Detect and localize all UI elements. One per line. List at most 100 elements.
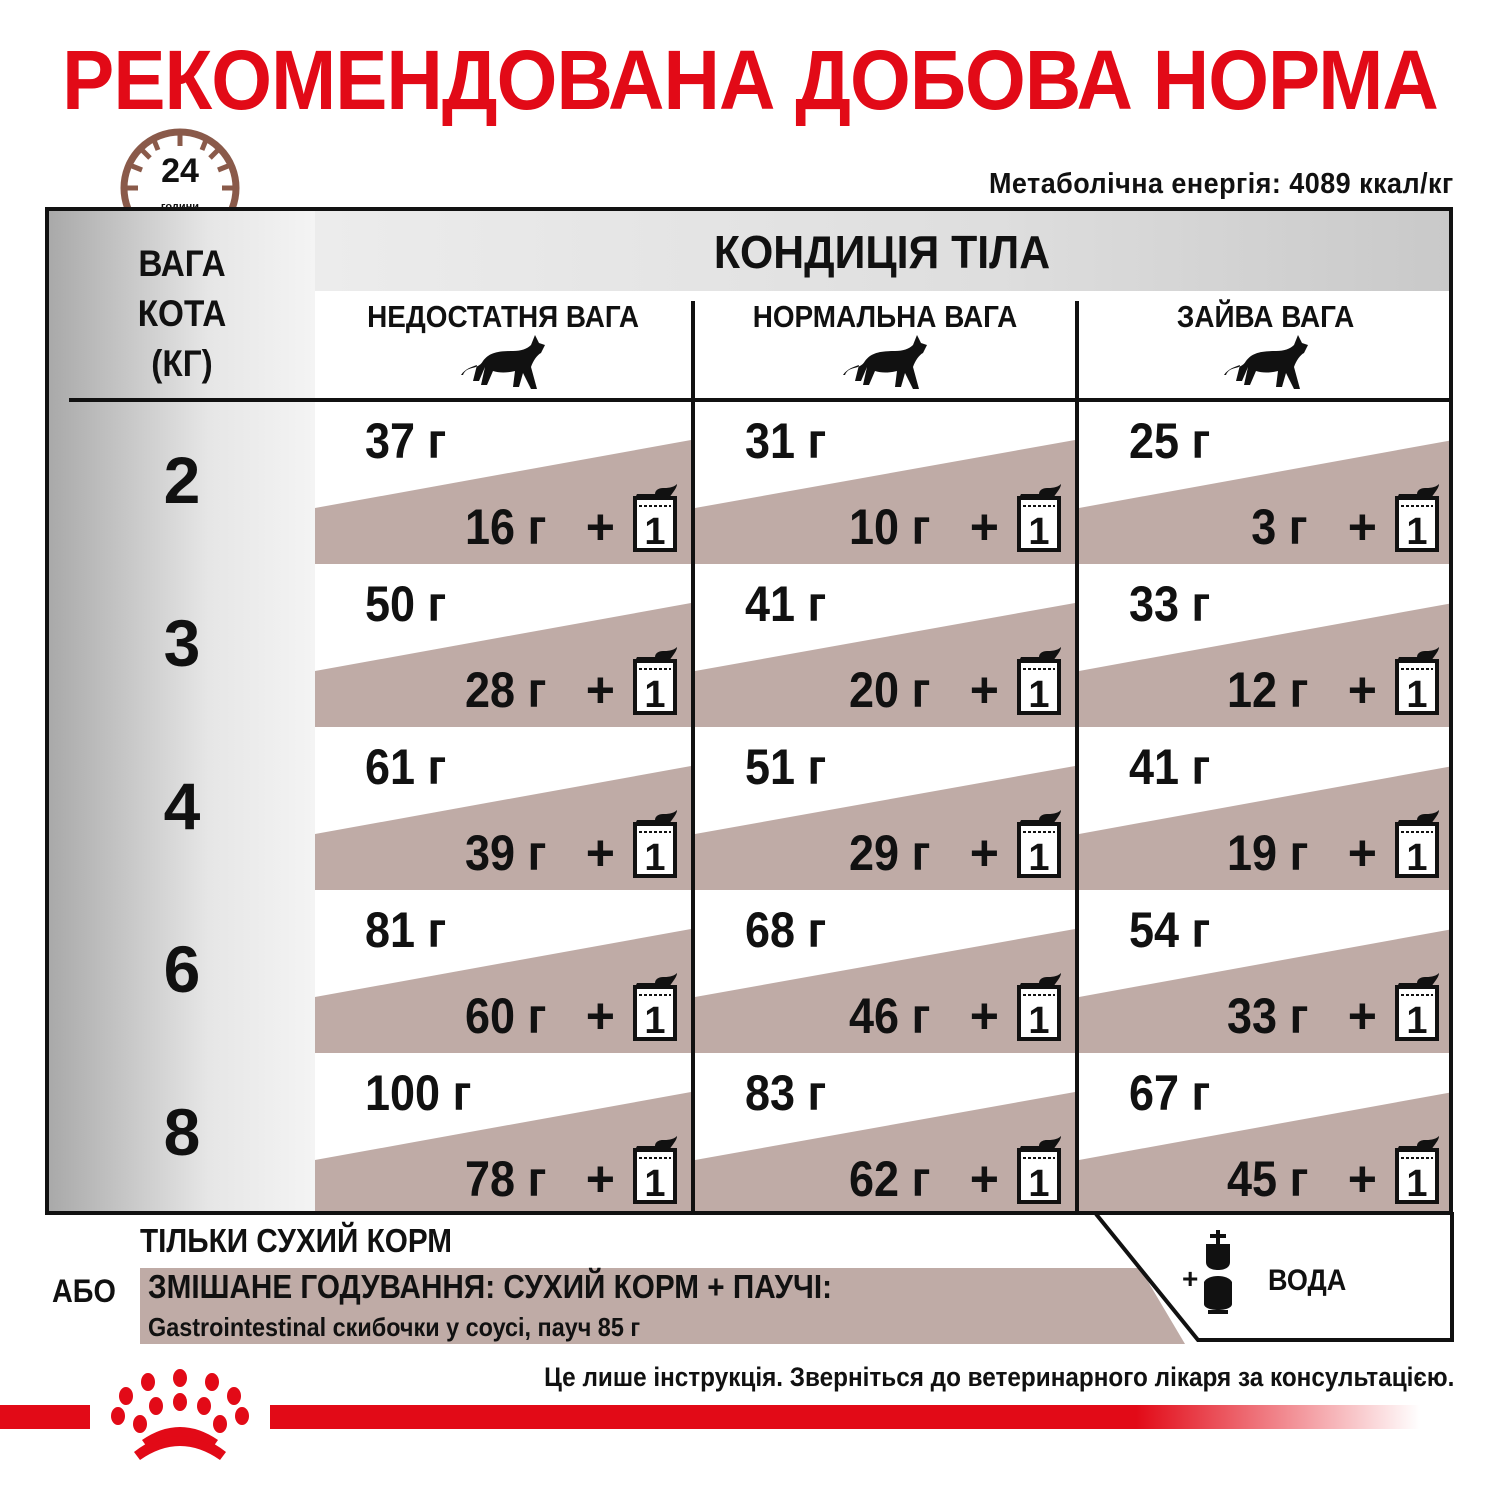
weight-header-line: (КГ)	[151, 343, 213, 384]
dry-only-label: ТІЛЬКИ СУХИЙ КОРМ	[140, 1222, 452, 1259]
or-label: АБО	[52, 1273, 116, 1309]
mixed-area-bg	[1079, 603, 1449, 727]
pouch-count: 1	[644, 1163, 665, 1205]
pouch-icon: 1	[631, 804, 679, 880]
column-header-label: ЗАЙВА ВАГА	[1177, 299, 1355, 334]
dry-only-amount: 68 г	[745, 902, 827, 958]
pouch-count: 1	[1406, 674, 1427, 716]
plus-sign: +	[969, 499, 999, 555]
feeding-table: КОНДИЦІЯ ТІЛА ВАГА КОТА (КГ) НЕДОСТАТНЯ …	[45, 207, 1453, 1215]
dry-only-amount: 51 г	[745, 739, 827, 795]
pouch-count: 1	[1406, 1000, 1427, 1042]
dry-only-amount: 37 г	[365, 413, 447, 469]
plus-sign: +	[1347, 825, 1377, 881]
column-divider	[691, 301, 695, 1211]
pouch-count: 1	[644, 1000, 665, 1042]
mixed-dry-amount: 16 г	[464, 499, 546, 555]
metabolic-energy: Метаболічна енергія: 4089 ккал/кг	[989, 168, 1454, 200]
pouch-icon: 1	[1015, 641, 1063, 717]
plus-sign: +	[969, 1151, 999, 1207]
pouch-icon: 1	[631, 641, 679, 717]
feeding-cell: 31 г 10 г +1	[695, 402, 1075, 564]
column-header: НЕДОСТАТНЯ ВАГА	[315, 299, 691, 335]
pouch-count: 1	[644, 837, 665, 879]
mixed-dry-amount: 46 г	[848, 988, 930, 1044]
pouch-icon: 1	[631, 478, 679, 554]
pouch-count: 1	[1406, 511, 1427, 553]
feeding-cell: 100 г 78 г +1	[315, 1054, 691, 1211]
pouch-icon: 1	[1015, 804, 1063, 880]
dry-only-amount: 83 г	[745, 1065, 827, 1121]
weight-header-line: КОТА	[137, 293, 227, 334]
mixed-area-bg	[315, 929, 691, 1053]
water-plus: +	[1182, 1263, 1198, 1294]
mixed-area-bg	[1079, 929, 1449, 1053]
dry-only-amount: 31 г	[745, 413, 827, 469]
pouch-icon: 1	[1393, 641, 1441, 717]
mixed-dry-amount: 33 г	[1226, 988, 1308, 1044]
mixed-dry-amount: 19 г	[1226, 825, 1308, 881]
cat-weight-kg: 8	[163, 1095, 201, 1169]
pouch-count: 1	[1406, 837, 1427, 879]
pouch-icon: 1	[1015, 1130, 1063, 1206]
water-box: +	[1094, 1212, 1454, 1342]
plus-sign: +	[1347, 662, 1377, 718]
pouch-icon: 1	[631, 967, 679, 1043]
weight-header: ВАГА КОТА (КГ)	[62, 239, 301, 389]
mixed-area-bg	[1079, 440, 1449, 564]
dry-only-amount: 61 г	[365, 739, 447, 795]
header-divider	[69, 398, 1449, 402]
pouch-icon: 1	[1393, 804, 1441, 880]
mixed-area-bg	[315, 603, 691, 727]
plus-sign: +	[585, 1151, 615, 1207]
pouch-count: 1	[1028, 511, 1049, 553]
plus-sign: +	[1347, 499, 1377, 555]
plus-sign: +	[1347, 1151, 1377, 1207]
pouch-count: 1	[1028, 837, 1049, 879]
cat-weight-kg: 3	[163, 606, 201, 680]
plus-sign: +	[969, 825, 999, 881]
mixed-dry-amount: 39 г	[464, 825, 546, 881]
dry-only-amount: 81 г	[365, 902, 447, 958]
dry-only-amount: 33 г	[1129, 576, 1211, 632]
pouch-icon: 1	[1393, 1130, 1441, 1206]
feeding-cell: 67 г 45 г +1	[1079, 1054, 1449, 1211]
dry-only-amount: 41 г	[745, 576, 827, 632]
mixed-area-bg	[1079, 1092, 1449, 1211]
cat-weight-kg: 6	[163, 932, 201, 1006]
pouch-icon: 1	[631, 1130, 679, 1206]
mixed-dry-amount: 62 г	[848, 1151, 930, 1207]
dry-only-amount: 100 г	[365, 1065, 472, 1121]
mixed-dry-amount: 78 г	[464, 1151, 546, 1207]
condition-title: КОНДИЦІЯ ТІЛА	[713, 226, 1051, 278]
weight-column-bg	[49, 211, 315, 1211]
mixed-dry-amount: 20 г	[848, 662, 930, 718]
pouch-icon: 1	[1393, 967, 1441, 1043]
column-divider	[1075, 301, 1079, 1211]
cat-weight-kg: 2	[163, 443, 201, 517]
feeding-cell: 50 г 28 г +1	[315, 565, 691, 727]
mixed-area-bg	[695, 440, 1075, 564]
mixed-dry-amount: 60 г	[464, 988, 546, 1044]
column-header-label: НЕДОСТАТНЯ ВАГА	[367, 299, 639, 334]
pouch-count: 1	[644, 511, 665, 553]
plus-sign: +	[1347, 988, 1377, 1044]
column-header-label: НОРМАЛЬНА ВАГА	[752, 299, 1018, 334]
royal-canin-crown-logo	[90, 1368, 270, 1468]
mixed-area-bg	[695, 1092, 1075, 1211]
plus-sign: +	[585, 988, 615, 1044]
dry-only-amount: 41 г	[1129, 739, 1211, 795]
mixed-feeding-band	[140, 1268, 1185, 1344]
dry-only-amount: 25 г	[1129, 413, 1211, 469]
feeding-cell: 41 г 19 г +1	[1079, 728, 1449, 890]
plus-sign: +	[969, 662, 999, 718]
mixed-dry-amount: 12 г	[1226, 662, 1308, 718]
feeding-cell: 51 г 29 г +1	[695, 728, 1075, 890]
feeding-cell: 41 г 20 г +1	[695, 565, 1075, 727]
mixed-area-bg	[315, 766, 691, 890]
mixed-area-bg	[695, 929, 1075, 1053]
feeding-cell: 83 г 62 г +1	[695, 1054, 1075, 1211]
column-header: НОРМАЛЬНА ВАГА	[695, 299, 1075, 335]
water-label: ВОДА	[1268, 1264, 1347, 1297]
cat-silhouette-icon	[839, 331, 931, 393]
